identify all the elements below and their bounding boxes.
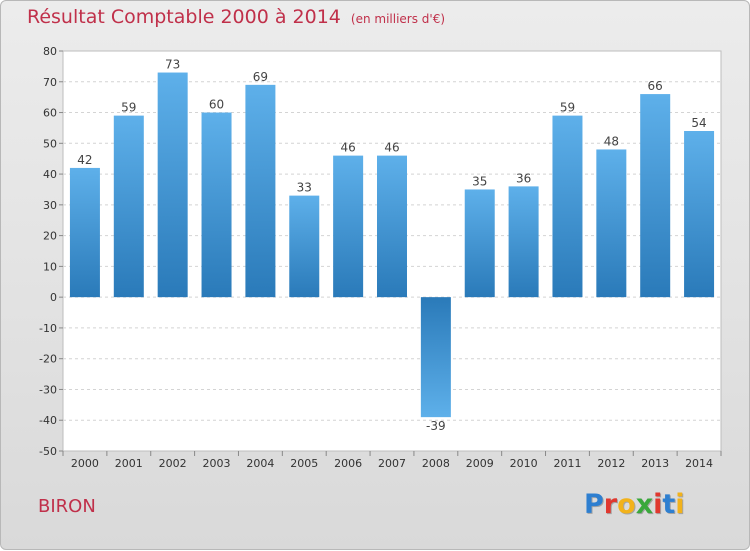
data-label-2008: -39 [426, 419, 446, 433]
data-label-2001: 59 [121, 101, 136, 115]
logo-letter: x [635, 489, 654, 520]
chart-title-text: Résultat Comptable 2000 à 2014 [27, 6, 341, 28]
x-tick-label: 2001 [115, 457, 143, 470]
commune-name: BIRON [38, 496, 96, 517]
bar-2012 [596, 149, 627, 298]
y-tick-label: 20 [43, 230, 57, 243]
x-axis: 2000 2001 2002 2003 2004 2005 2006 2007 2008 2009… [62, 451, 722, 470]
logo-letter: i [675, 489, 685, 520]
logo-letter: i [653, 489, 663, 520]
data-label-2014: 54 [691, 116, 706, 130]
bar-2001 [113, 115, 144, 298]
y-tick-label: -10 [39, 322, 57, 335]
y-tick-label: 30 [43, 199, 57, 212]
data-label-2003: 60 [209, 98, 224, 112]
y-tick-label: 0 [50, 291, 57, 304]
y-tick-label: -20 [39, 353, 57, 366]
x-tick-label: 2014 [685, 457, 713, 470]
data-label-2004: 69 [253, 70, 268, 84]
data-label-2012: 48 [604, 134, 619, 148]
x-tick-label: 2005 [290, 457, 318, 470]
x-tick-label: 2010 [510, 457, 538, 470]
bar-2010 [508, 186, 539, 298]
data-label-2000: 42 [77, 153, 92, 167]
x-tick-label: 2003 [203, 457, 231, 470]
x-tick-label: 2012 [597, 457, 625, 470]
logo-letter: r [603, 489, 618, 520]
y-tick-label: -50 [39, 445, 57, 458]
bar-2014 [684, 131, 715, 298]
bar-2008 [420, 297, 451, 418]
x-tick-label: 2007 [378, 457, 406, 470]
bar-2003 [201, 112, 232, 298]
x-tick-label: 2002 [159, 457, 187, 470]
bar-2007 [377, 155, 407, 298]
y-tick-label: 80 [43, 45, 57, 58]
bar-2004 [245, 84, 276, 298]
y-tick-label: 70 [43, 76, 57, 89]
chart-subtitle: (en milliers d'€) [350, 12, 446, 26]
data-label-2002: 73 [165, 58, 180, 72]
y-tick-label: -40 [39, 414, 57, 427]
data-label-2006: 46 [340, 141, 355, 155]
y-tick-label: -30 [39, 383, 57, 396]
data-label-2010: 36 [516, 171, 531, 185]
y-axis: 80 70 60 50 40 30 20 10 0 -10 -20 -30 -40 -50 [39, 45, 63, 458]
bar-2011 [552, 115, 583, 298]
logo-letter: P [584, 489, 604, 520]
proxiti-logo: Proxiti [584, 489, 685, 520]
x-tick-label: 2000 [71, 457, 99, 470]
chart-title: Résultat Comptable 2000 à 2014 (en millie… [27, 6, 445, 28]
bar-2002 [157, 72, 188, 298]
y-tick-label: 10 [43, 260, 57, 273]
x-tick-label: 2008 [422, 457, 450, 470]
bar-2005 [289, 195, 320, 298]
logo-letter: t [662, 489, 676, 520]
data-label-2011: 59 [560, 101, 575, 115]
y-tick-label: 40 [43, 168, 57, 181]
y-tick-label: 60 [43, 107, 57, 120]
x-tick-label: 2009 [466, 457, 494, 470]
bar-2006 [333, 155, 364, 298]
x-tick-label: 2013 [641, 457, 669, 470]
x-tick-label: 2006 [334, 457, 362, 470]
logo-letter: o [617, 489, 636, 520]
bar-2009 [464, 189, 495, 298]
data-label-2007: 46 [384, 141, 399, 155]
data-label-2013: 66 [648, 79, 663, 93]
x-tick-label: 2004 [246, 457, 274, 470]
data-label-2009: 35 [472, 174, 487, 188]
bars: 42 59 73 60 69 33 46 46 -39 35 36 59 48 66 54 [69, 58, 715, 433]
data-label-2005: 33 [297, 181, 312, 195]
bar-2013 [640, 94, 671, 298]
y-tick-label: 50 [43, 137, 57, 150]
x-tick-label: 2011 [553, 457, 581, 470]
bar-2000 [69, 167, 100, 298]
